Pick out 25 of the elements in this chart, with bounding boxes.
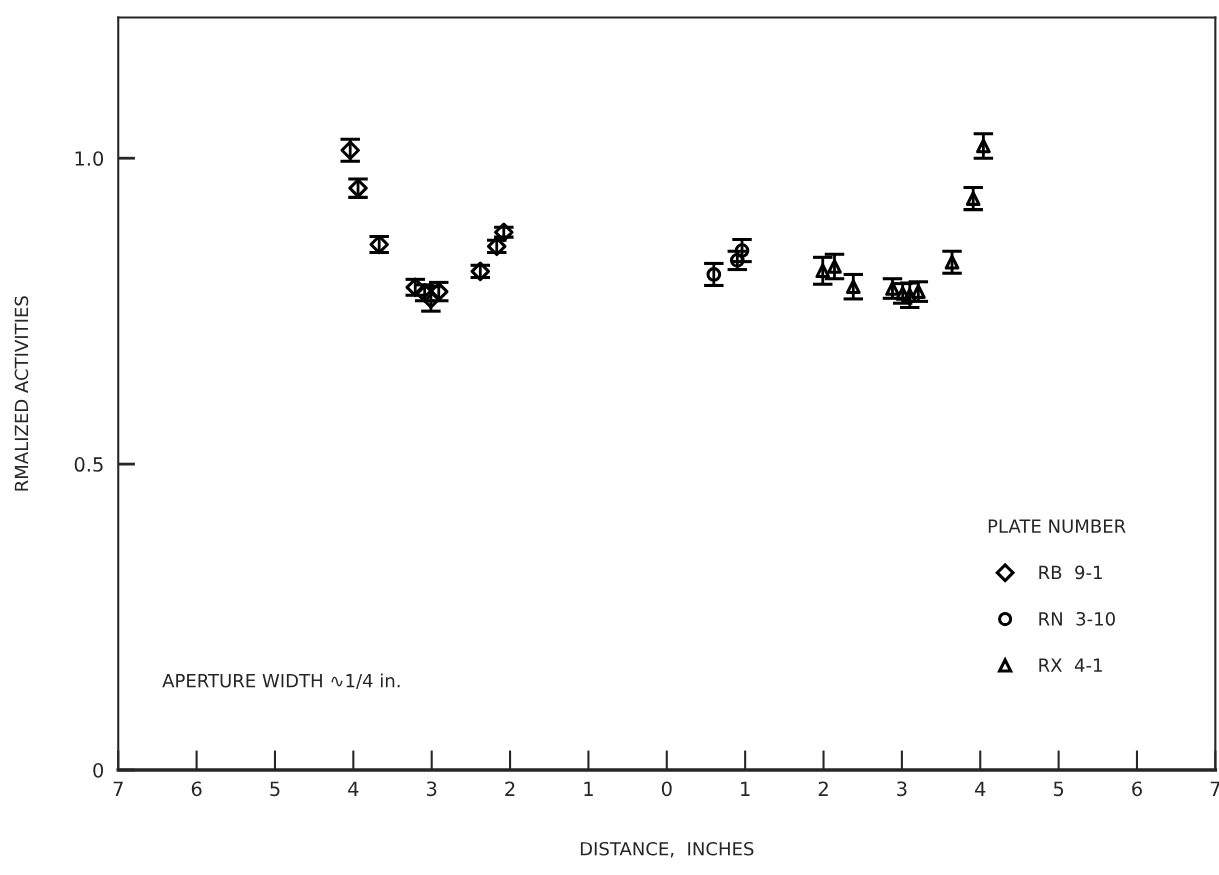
x-tick-label: 6 xyxy=(191,781,202,797)
x-axis-title: DISTANCE, INCHES xyxy=(580,841,754,858)
y-tick-label: 1.0 xyxy=(75,151,104,166)
legend-label: RX 4-1 xyxy=(1039,658,1102,672)
x-tick-label: 3 xyxy=(427,781,437,797)
y-axis-title: RMALIZED ACTIVITIES xyxy=(14,296,29,491)
x-tick-label: 4 xyxy=(348,781,359,796)
x-tick-label: 0 xyxy=(661,781,672,797)
x-tick-label: 6 xyxy=(1132,781,1142,797)
legend-label: RB 9-1 xyxy=(1039,565,1102,580)
x-tick-label: 7 xyxy=(113,781,123,796)
annotation: APERTURE WIDTH ∿1/4 in. xyxy=(162,673,400,689)
x-tick-label: 7 xyxy=(1210,781,1219,796)
x-tick-label: 2 xyxy=(818,781,828,796)
legend-title: PLATE NUMBER xyxy=(988,519,1126,533)
x-tick-label: 5 xyxy=(1053,781,1064,797)
x-tick-label: 3 xyxy=(897,781,907,797)
legend-label: RN 3-10 xyxy=(1039,611,1115,626)
x-tick-label: 1 xyxy=(584,781,593,796)
x-tick-label: 2 xyxy=(505,781,515,796)
x-tick-label: 1 xyxy=(741,781,750,796)
y-tick-label: 0.5 xyxy=(74,457,103,472)
x-tick-label: 5 xyxy=(270,781,280,797)
x-tick-label: 4 xyxy=(975,781,986,796)
y-tick-label: 0 xyxy=(93,762,104,778)
